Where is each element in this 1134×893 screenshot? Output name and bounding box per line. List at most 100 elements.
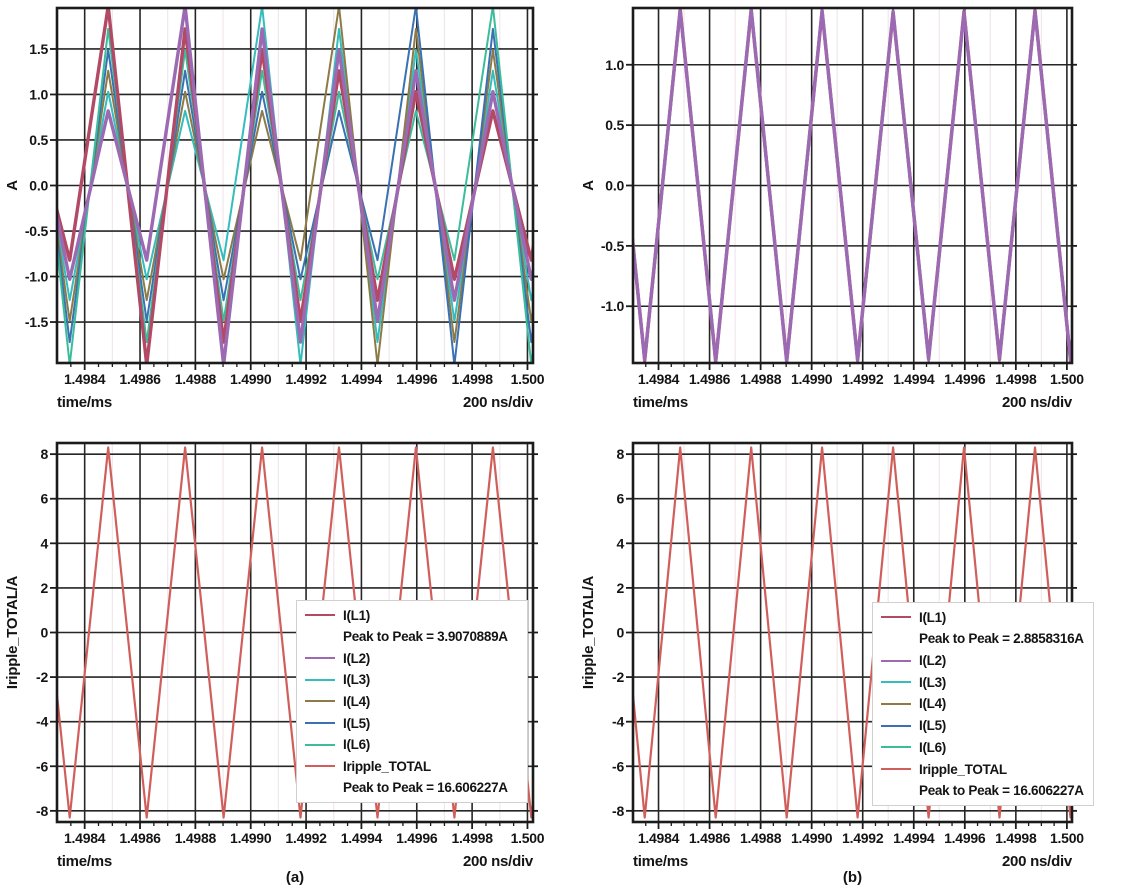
svg-text:1.4998: 1.4998 [995,371,1037,387]
legend-swatch-line [305,700,335,703]
svg-text:1.4996: 1.4996 [396,830,438,846]
legend-label: Iripple_TOTAL [343,758,431,774]
svg-text:1.500: 1.500 [511,830,545,846]
tick-marks [50,453,538,829]
svg-text:1.4992: 1.4992 [842,371,884,387]
svg-text:1.4996: 1.4996 [944,830,986,846]
legend-swatch-line [881,702,911,705]
svg-text:1.4984: 1.4984 [64,371,106,387]
legend-item: I(L3) [881,672,1093,693]
legend-label: I(L3) [919,674,946,690]
y-axis-label: A [580,180,597,191]
legend-label: I(L3) [343,672,370,688]
svg-text:1.4984: 1.4984 [64,830,106,846]
legend-label: I(L4) [343,693,370,709]
legend-item: I(L5) [881,715,1093,736]
svg-text:1.4994: 1.4994 [341,830,383,846]
svg-text:6: 6 [616,491,624,507]
svg-text:1.4994: 1.4994 [341,371,383,387]
svg-text:-8: -8 [36,803,48,819]
svg-text:-1.5: -1.5 [25,314,49,330]
phase-currents-chart-b: 1.4984 1.4986 1.4988 1.4990 1.4992 1.4994 1.49… [567,0,1134,430]
svg-text:-8: -8 [612,803,624,819]
svg-text:1.4986: 1.4986 [119,830,161,846]
legend-swatch-line [305,765,335,768]
svg-text:1.4996: 1.4996 [396,371,438,387]
y-axis-label: Iripple_TOTAL/A [580,575,597,689]
svg-text:0: 0 [616,625,624,641]
svg-text:-1.0: -1.0 [25,269,49,285]
svg-text:0: 0 [40,625,48,641]
legend-item: I(L1) [881,607,1093,628]
legend-swatch-line [881,681,911,684]
svg-text:-6: -6 [612,758,624,774]
legend-swatch-line [305,657,335,660]
legend-item: I(L2) [881,650,1093,671]
svg-text:1.500: 1.500 [1050,371,1084,387]
svg-text:-4: -4 [36,714,48,730]
x-axis-label: time/ms [633,394,688,411]
legend-label: Peak to Peak = 3.9070889A [343,629,508,645]
x-axis-label: time/ms [57,853,112,870]
axis-labels: 1.4984 1.4986 1.4988 1.4990 1.4992 1.4994 1.49… [580,57,1084,411]
svg-text:1.4990: 1.4990 [230,371,272,387]
y-axis-label: A [4,180,21,191]
legend-note: Peak to Peak = 3.9070889A [305,626,527,647]
legend-label: I(L2) [919,653,946,669]
svg-text:1.4992: 1.4992 [285,830,327,846]
svg-text:1.4990: 1.4990 [791,830,833,846]
legend-swatch-line [305,722,335,725]
legend-item: I(L4) [881,693,1093,714]
svg-text:0.5: 0.5 [605,117,624,133]
svg-text:1.4992: 1.4992 [842,830,884,846]
x-axis-label: time/ms [633,853,688,870]
svg-text:1.4988: 1.4988 [740,830,782,846]
svg-text:1.4992: 1.4992 [285,371,327,387]
legend-label: I(L4) [919,696,946,712]
legend-label: Peak to Peak = 16.606227A [343,780,508,796]
waveforms [57,8,533,363]
legend-item: Iripple_TOTAL [881,759,1093,780]
legend-item: I(L6) [305,734,527,755]
svg-text:0.0: 0.0 [605,178,624,194]
svg-text:1.4996: 1.4996 [944,371,986,387]
svg-text:8: 8 [40,446,48,462]
x-axis-label: time/ms [57,394,112,411]
svg-text:-2: -2 [36,669,48,685]
legend-label: I(L1) [343,607,370,623]
tick-marks [50,48,538,370]
svg-text:1.4988: 1.4988 [175,371,217,387]
chart-canvas-phase-b: 1.4984 1.4986 1.4988 1.4990 1.4992 1.4994 1.49… [580,6,1084,411]
svg-text:1.5: 1.5 [29,41,48,57]
legend-item: Iripple_TOTAL [305,756,527,777]
svg-text:1.4994: 1.4994 [893,371,935,387]
svg-text:1.0: 1.0 [605,57,624,73]
svg-text:-2: -2 [612,669,624,685]
svg-text:-4: -4 [612,714,624,730]
x-div-note: 200 ns/div [463,394,534,411]
svg-text:1.4986: 1.4986 [689,830,731,846]
legend-item: I(L3) [305,669,527,690]
phase-currents-chart-a: 1.4984 1.4986 1.4988 1.4990 1.4992 1.4994 1.49… [0,0,567,430]
legend-swatch-line [305,743,335,746]
axis-labels: 1.4984 1.4986 1.4988 1.4990 1.4992 1.4994 1.49… [4,446,545,870]
svg-text:-6: -6 [36,758,48,774]
legend-swatch-line [881,616,911,619]
svg-text:1.4988: 1.4988 [740,371,782,387]
y-axis-label: Iripple_TOTAL/A [4,575,21,689]
svg-text:1.4984: 1.4984 [638,371,680,387]
svg-text:1.4986: 1.4986 [119,371,161,387]
svg-text:-1.0: -1.0 [601,298,625,314]
legend-item: I(L4) [305,691,527,712]
axis-labels: 1.4984 1.4986 1.4988 1.4990 1.4992 1.4994 1.49… [580,446,1084,870]
svg-text:-0.5: -0.5 [601,238,625,254]
svg-text:1.4998: 1.4998 [995,830,1037,846]
svg-text:-0.5: -0.5 [25,223,49,239]
legend-label: I(L6) [343,737,370,753]
legend-label: I(L6) [919,739,946,755]
svg-text:8: 8 [616,446,624,462]
trace-I(L2) [57,8,533,363]
svg-text:1.4986: 1.4986 [689,371,731,387]
x-div-note: 200 ns/div [1002,853,1073,870]
svg-text:1.4990: 1.4990 [791,371,833,387]
